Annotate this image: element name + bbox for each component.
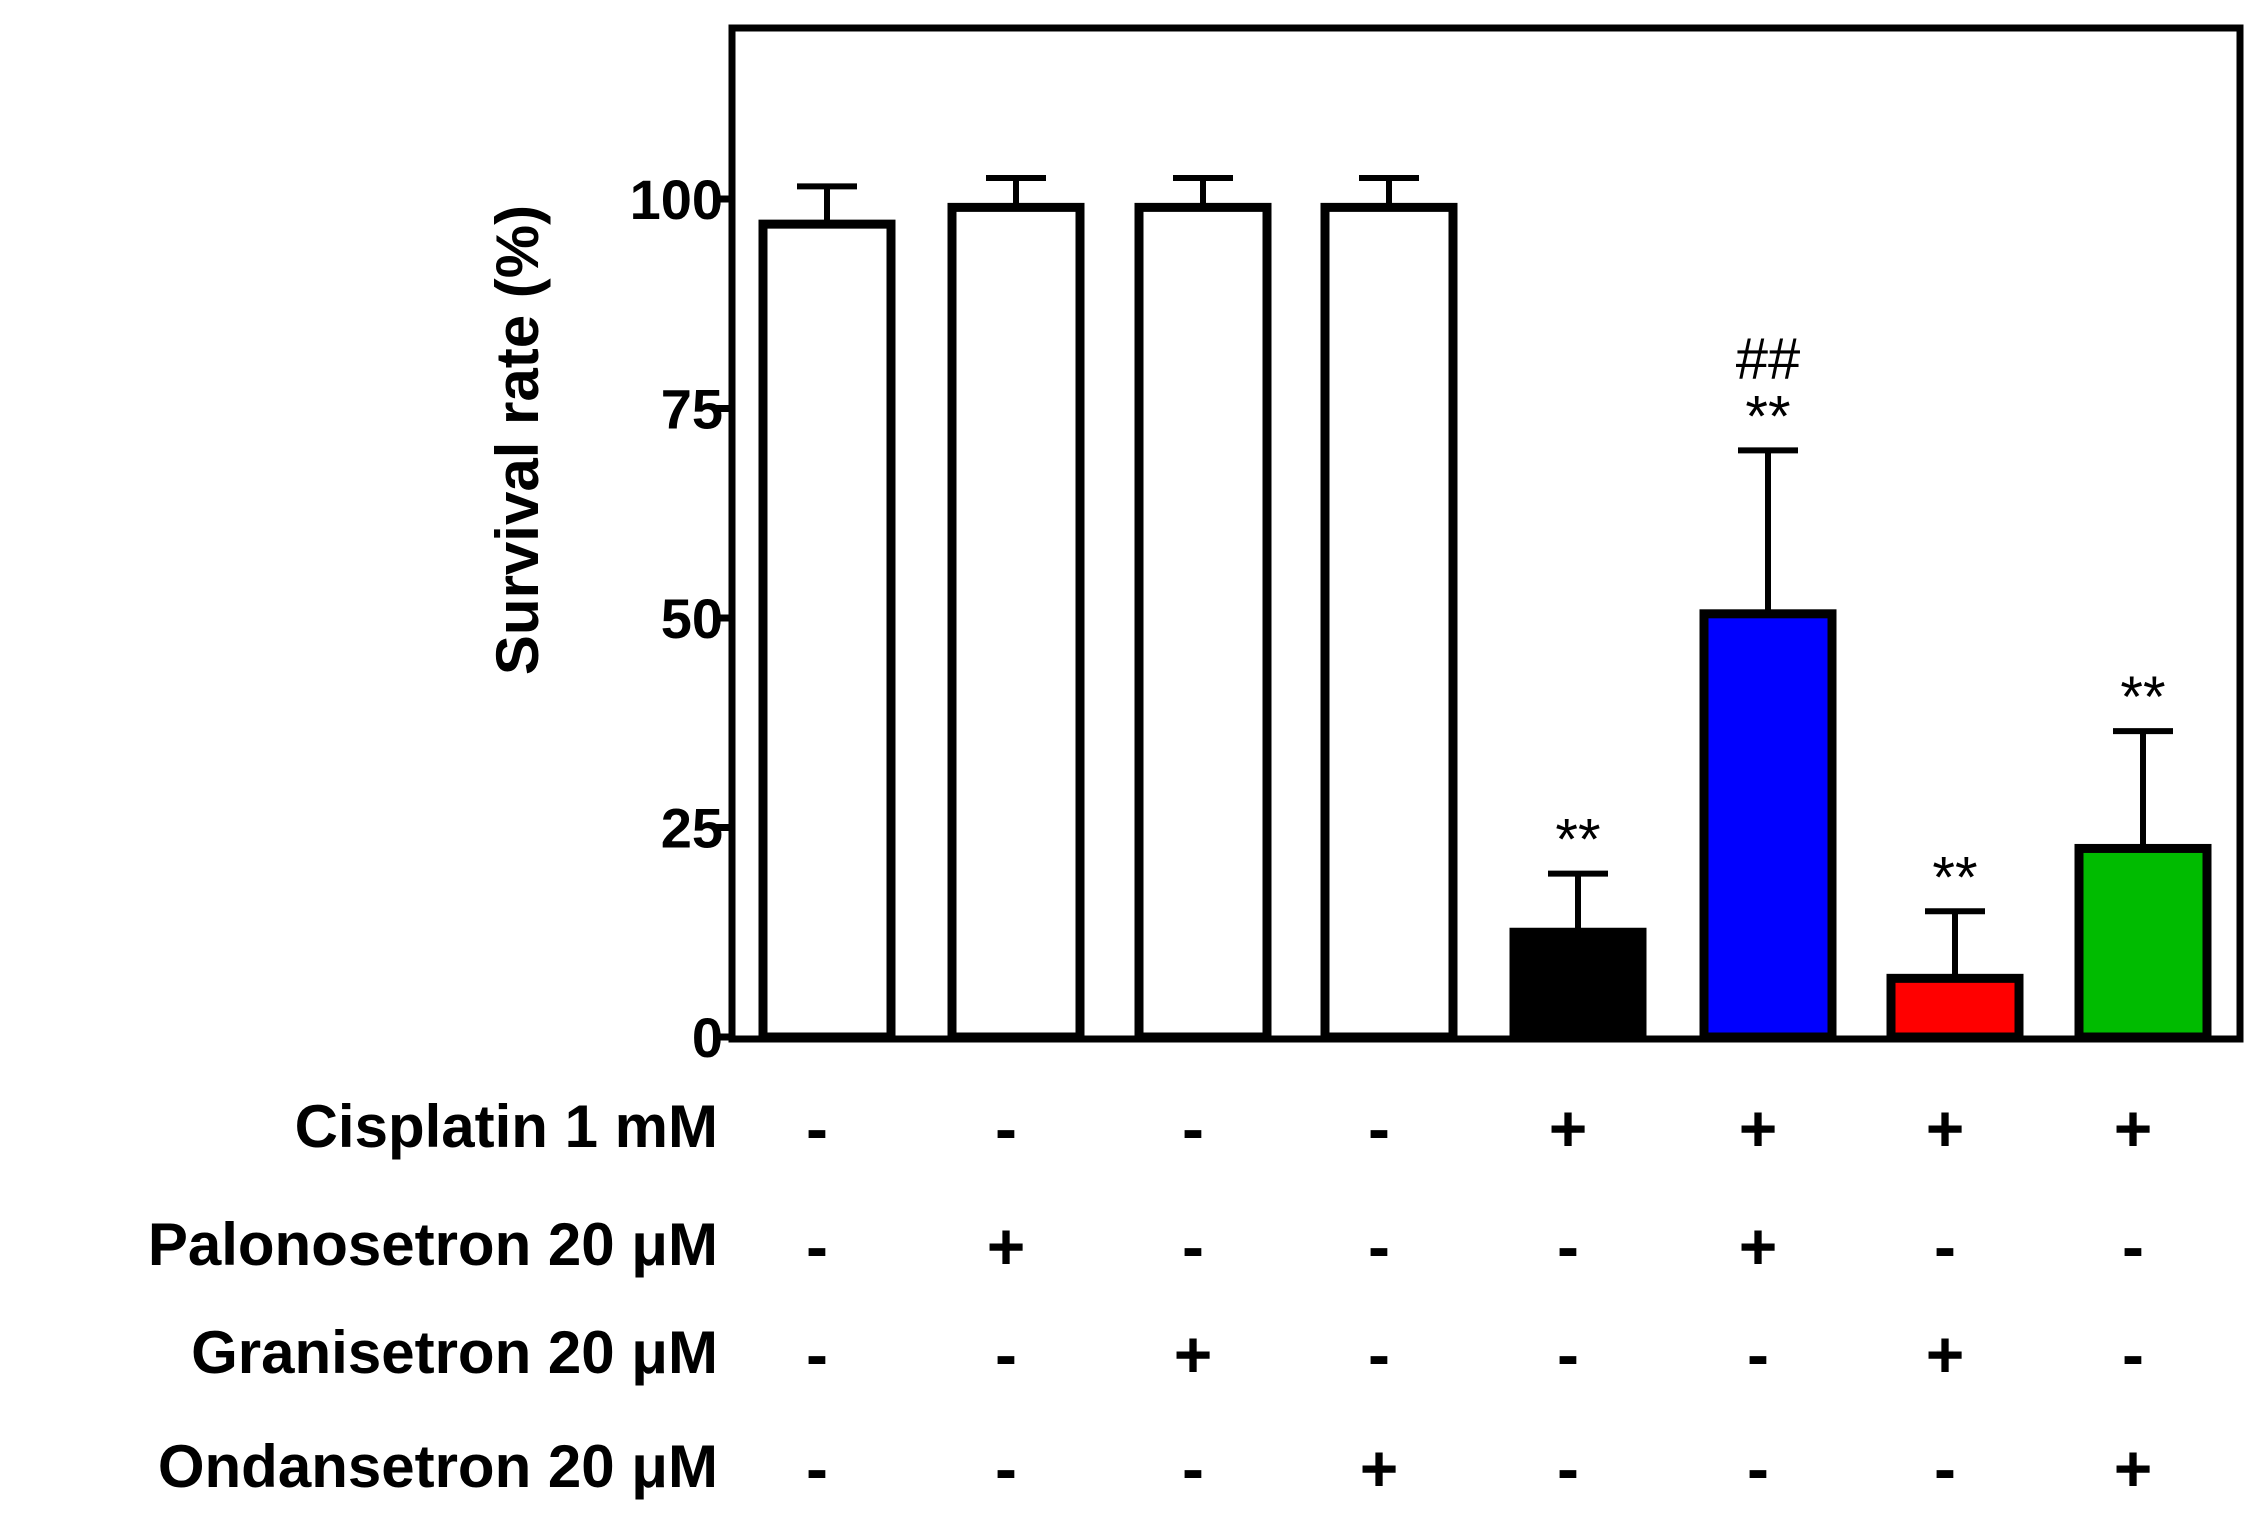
treatment-sign: - [995, 1317, 1017, 1391]
treatment-sign: - [806, 1091, 828, 1165]
y-tick-label: 100 [630, 168, 723, 231]
bar [758, 219, 896, 1042]
treatment-sign: - [1368, 1317, 1390, 1391]
treatment-sign: - [1182, 1091, 1204, 1165]
treatment-sign: - [806, 1209, 828, 1283]
treatment-row-label: Palonosetron 20 μM [148, 1211, 718, 1278]
plot-frame [728, 24, 2244, 1043]
bar [1699, 609, 1837, 1042]
treatment-sign: - [806, 1317, 828, 1391]
y-tick-label: 50 [661, 587, 723, 650]
treatment-sign: + [1926, 1091, 1965, 1165]
treatment-sign: - [1557, 1431, 1579, 1505]
significance-label: ** [1555, 808, 1600, 873]
treatment-sign: - [1182, 1431, 1204, 1505]
treatment-sign: + [1739, 1209, 1778, 1283]
significance-label: ## [1736, 326, 1801, 391]
bar [1509, 927, 1647, 1042]
treatment-sign: + [2114, 1431, 2153, 1505]
treatment-sign: - [1557, 1317, 1579, 1391]
treatment-sign: + [1739, 1091, 1778, 1165]
bar [2074, 843, 2212, 1042]
y-axis-title: Survival rate (%) [484, 205, 551, 675]
treatment-sign: - [806, 1431, 828, 1505]
treatment-row-label: Granisetron 20 μM [191, 1319, 718, 1386]
treatment-sign: - [1557, 1209, 1579, 1283]
treatment-sign: - [1368, 1091, 1390, 1165]
treatment-sign: + [2114, 1091, 2153, 1165]
bar [1134, 202, 1272, 1042]
treatment-sign: - [2122, 1317, 2144, 1391]
bar [947, 202, 1085, 1042]
treatment-sign: - [2122, 1209, 2144, 1283]
treatment-row-label: Cisplatin 1 mM [295, 1093, 718, 1160]
treatment-row-label: Ondansetron 20 μM [158, 1433, 718, 1500]
significance-label: ** [2120, 665, 2165, 730]
significance-label: ** [1932, 845, 1977, 910]
treatment-sign: - [995, 1431, 1017, 1505]
treatment-sign: - [1368, 1209, 1390, 1283]
bar [1886, 973, 2024, 1042]
treatment-sign: + [1360, 1431, 1399, 1505]
treatment-sign: - [1934, 1209, 1956, 1283]
treatment-sign: + [1174, 1317, 1213, 1391]
treatment-sign: - [1747, 1431, 1769, 1505]
treatment-sign: - [1182, 1209, 1204, 1283]
treatment-sign: - [1747, 1317, 1769, 1391]
treatment-sign: + [1549, 1091, 1588, 1165]
y-tick-label: 0 [692, 1006, 723, 1069]
treatment-sign: + [1926, 1317, 1965, 1391]
treatment-sign: + [987, 1209, 1026, 1283]
significance-label: ** [1745, 384, 1790, 449]
treatment-sign: - [1934, 1431, 1956, 1505]
treatment-sign: - [995, 1091, 1017, 1165]
y-tick-label: 75 [661, 378, 723, 441]
y-tick-label: 25 [661, 797, 723, 860]
bar [1320, 202, 1458, 1042]
